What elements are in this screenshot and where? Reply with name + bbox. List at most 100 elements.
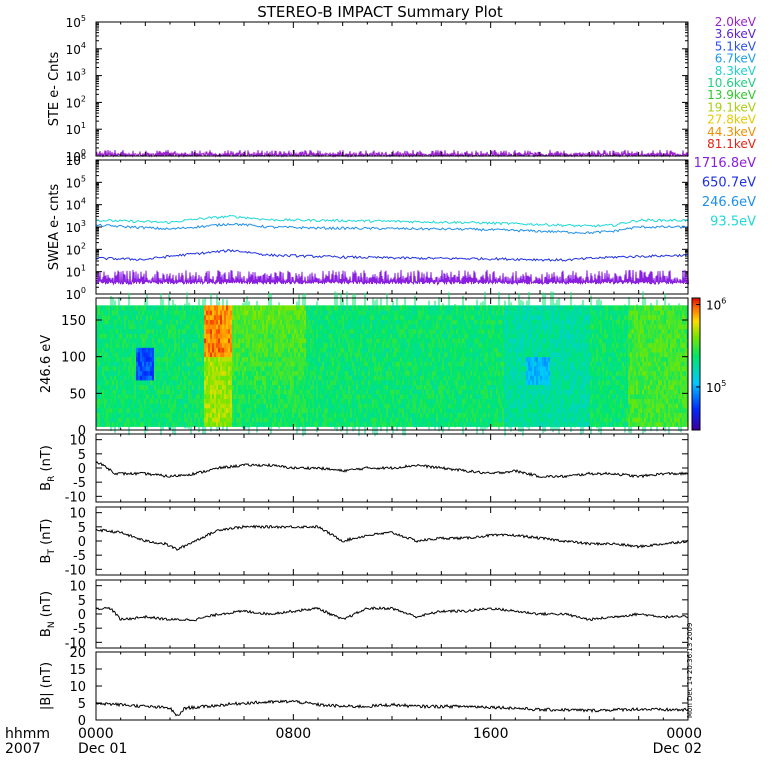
heatmap-cell [134,393,137,400]
heatmap-cell [100,323,103,330]
heatmap-cell [408,337,411,344]
heatmap-cell [410,356,413,362]
heatmap-cell [298,398,301,404]
heatmap-cell [342,305,345,311]
heatmap-cell [96,389,99,395]
heatmap-cell [220,365,223,372]
heatmap-cell [180,351,183,358]
heatmap-cell [224,393,227,400]
heatmap-cell [194,333,197,339]
heatmap-cell [178,319,181,325]
heatmap-cell [354,421,357,427]
heatmap-cell [130,323,133,330]
heatmap-cell [196,389,199,395]
heatmap-cell [266,384,269,390]
heatmap-cell [382,365,385,372]
heatmap-cell [290,370,293,376]
heatmap-cell [120,389,123,395]
heatmap-cell [200,375,203,381]
heatmap-cell [406,361,409,367]
heatmap-cell [424,323,427,330]
heatmap-cell [414,370,417,376]
heatmap-cell [288,328,291,334]
heatmap-cell [174,375,177,381]
heatmap-cell [116,347,119,353]
heatmap-cell [178,370,181,376]
heatmap-cell [358,398,361,404]
heatmap-cell [358,403,361,409]
heatmap-cell [280,342,283,348]
heatmap-cell [284,314,287,320]
heatmap-cell [416,412,419,418]
heatmap-cell [428,305,431,311]
heatmap-cell [284,323,287,330]
heatmap-cell [222,342,225,348]
heatmap-cell [338,379,341,386]
heatmap-cell [208,361,211,367]
heatmap-cell [154,319,157,325]
heatmap-cell [236,333,239,339]
heatmap-cell [272,351,275,358]
heatmap-cell [258,365,261,372]
heatmap-cell [190,417,193,423]
heatmap-cell [320,421,323,427]
heatmap-cell [142,361,145,367]
heatmap-cell [162,375,165,381]
heatmap-cell [362,417,365,423]
heatmap-cell [356,398,359,404]
heatmap-cell [226,305,229,311]
heatmap-cell [434,314,437,320]
series-650.7eV [95,249,688,262]
heatmap-cell [422,309,425,316]
heatmap-cell [228,319,231,325]
heatmap-cell [238,328,241,334]
heatmap-cell [190,356,193,362]
heatmap-cell [354,314,357,320]
heatmap-cell [98,375,101,381]
heatmap-cell [244,393,247,400]
heatmap-cell [106,407,109,413]
heatmap-cell [192,379,195,386]
heatmap-cell [184,305,187,311]
heatmap-cell [376,417,379,423]
heatmap-cell [226,309,229,316]
heatmap-cell [234,403,237,409]
heatmap-cell [422,356,425,362]
heatmap-cell [102,356,105,362]
heatmap-cell [108,370,111,376]
heatmap-cell [206,319,209,325]
heatmap-cell [320,328,323,334]
heatmap-cell [156,351,159,358]
heatmap-cell [300,384,303,390]
heatmap-cell [196,323,199,330]
heatmap-cell [280,417,283,423]
heatmap-cell [294,403,297,409]
heatmap-cell [364,403,367,409]
heatmap-cell [202,365,205,372]
heatmap-cell [124,347,127,353]
heatmap-cell [310,337,313,344]
heatmap-cell [206,347,209,353]
heatmap-cell [410,398,413,404]
heatmap-cell [292,351,295,358]
heatmap-cell [354,328,357,334]
heatmap-cell [438,389,441,395]
heatmap-cell [416,337,419,344]
heatmap-cell [348,314,351,320]
heatmap-cell [102,417,105,423]
heatmap-cell [136,417,139,423]
heatmap-cell [192,314,195,320]
heatmap-cell [342,342,345,348]
heatmap-cell [294,398,297,404]
heatmap-cell [286,314,289,320]
heatmap-cell [430,365,433,372]
heatmap-cell [412,375,415,381]
heatmap-cell [442,305,445,311]
heatmap-cell [298,319,301,325]
heatmap-cell [388,351,391,358]
legend-entry-ste: 44.3keV [707,125,757,139]
heatmap-cell [388,314,391,320]
heatmap-cell [110,347,113,353]
heatmap-cell [154,370,157,376]
heatmap-cell [288,379,291,386]
